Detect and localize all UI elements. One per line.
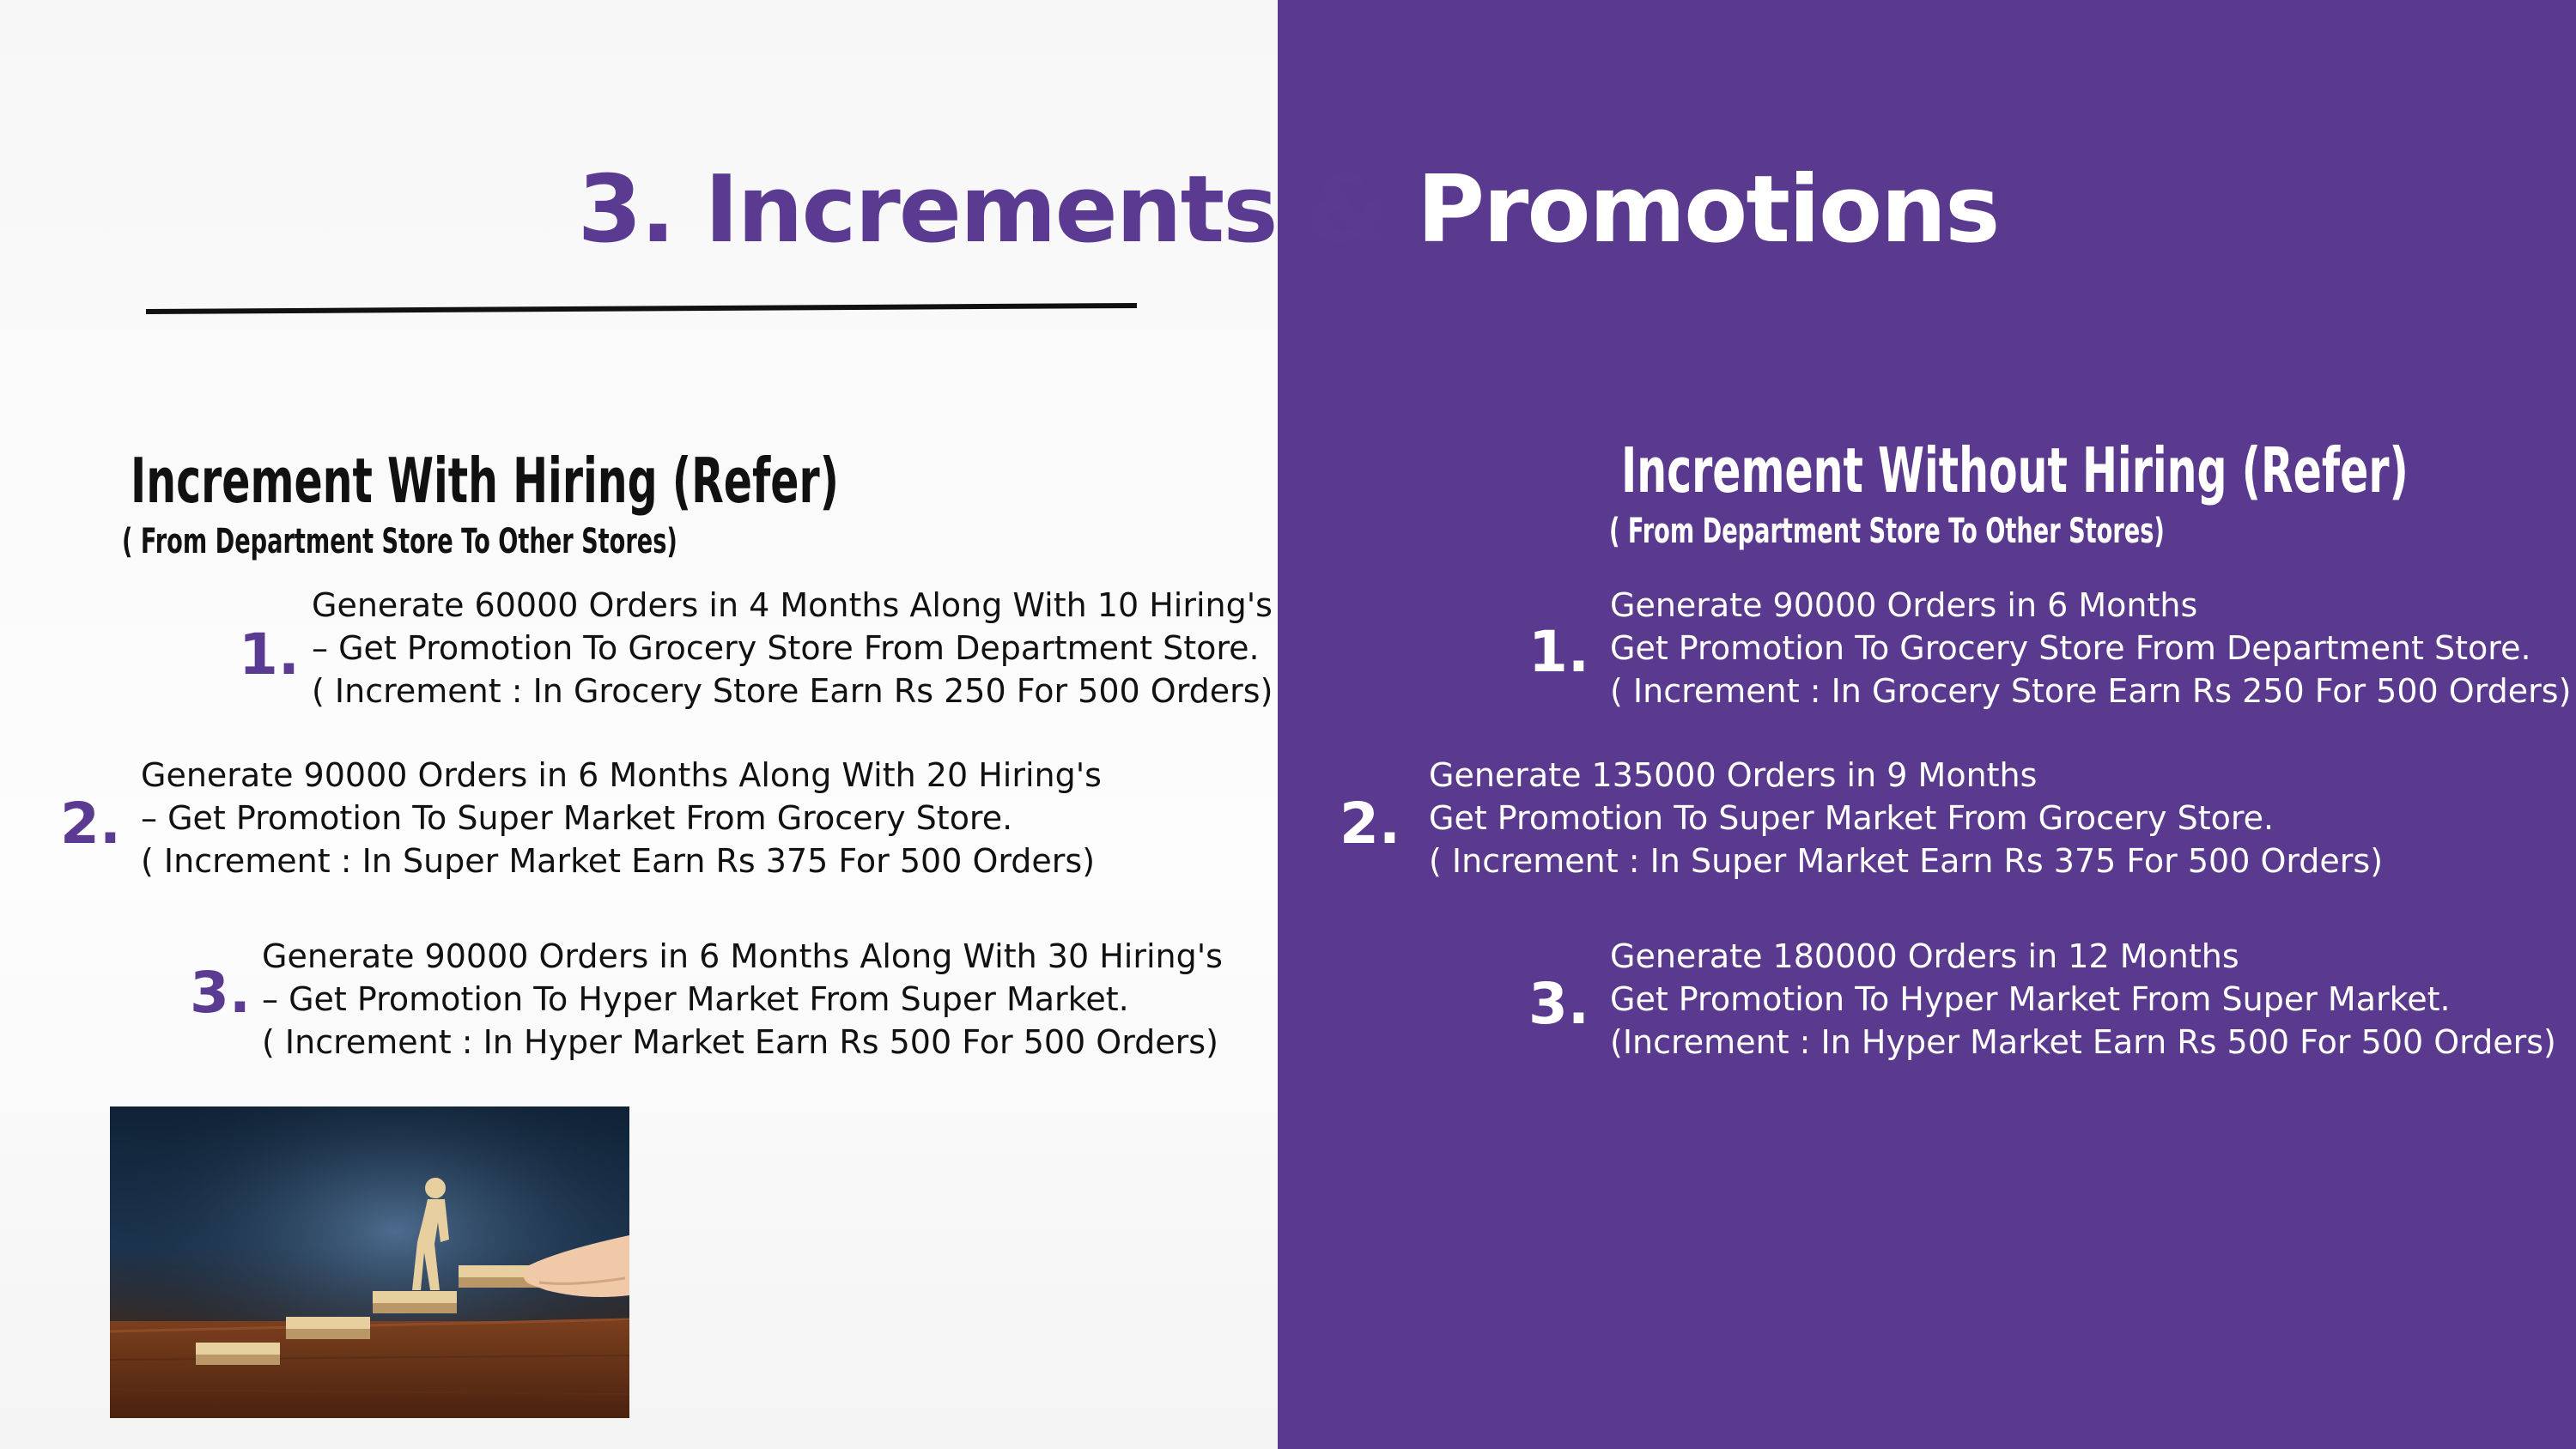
left-heading: Increment With Hiring (Refer) xyxy=(131,445,840,517)
right-heading: Increment Without Hiring (Refer) xyxy=(1621,434,2409,506)
right-item-3-line-2: Get Promotion To Hyper Market From Super… xyxy=(1610,980,2451,1018)
right-item-3-line-1: Generate 180000 Orders in 12 Months xyxy=(1610,937,2239,975)
slide-title-part2: Promotions xyxy=(1417,156,2000,264)
left-item-1-text: Generate 60000 Orders in 4 Months Along … xyxy=(312,584,1273,712)
right-item-2-text: Generate 135000 Orders in 9 Months Get P… xyxy=(1429,754,2383,882)
left-item-1-line-1: Generate 60000 Orders in 4 Months Along … xyxy=(312,586,1273,624)
left-item-3-line-1: Generate 90000 Orders in 6 Months Along … xyxy=(262,937,1223,975)
right-item-3-number: 3. xyxy=(1528,971,1589,1037)
right-item-2-line-2: Get Promotion To Super Market From Groce… xyxy=(1429,799,2275,837)
right-item-1-line-1: Generate 90000 Orders in 6 Months xyxy=(1610,586,2198,624)
slide-title: 3. Increments & Promotions xyxy=(0,155,2576,266)
left-item-3-line-2: – Get Promotion To Hyper Market From Sup… xyxy=(262,980,1129,1018)
right-item-2-line-1: Generate 135000 Orders in 9 Months xyxy=(1429,756,2038,794)
left-item-1-number: 1. xyxy=(239,621,300,688)
left-item-2-text: Generate 90000 Orders in 6 Months Along … xyxy=(141,754,1102,882)
right-item-3-line-3: (Increment : In Hyper Market Earn Rs 500… xyxy=(1610,1023,2556,1061)
right-item-1-line-2: Get Promotion To Grocery Store From Depa… xyxy=(1610,629,2531,667)
left-item-1-line-2: – Get Promotion To Grocery Store From De… xyxy=(312,629,1260,667)
left-subheading: ( From Department Store To Other Stores) xyxy=(122,522,677,561)
right-item-2-number: 2. xyxy=(1340,791,1400,857)
left-item-3-line-3: ( Increment : In Hyper Market Earn Rs 50… xyxy=(262,1023,1218,1061)
career-steps-illustration xyxy=(110,1106,629,1418)
career-steps-photo xyxy=(110,1106,629,1418)
left-item-2-line-1: Generate 90000 Orders in 6 Months Along … xyxy=(141,756,1102,794)
climbing-figure xyxy=(412,1178,449,1290)
slide-title-part1: 3. Increments & xyxy=(577,156,1388,264)
left-item-3-text: Generate 90000 Orders in 6 Months Along … xyxy=(262,935,1223,1064)
left-item-2-number: 2. xyxy=(60,791,121,857)
left-item-2-line-3: ( Increment : In Super Market Earn Rs 37… xyxy=(141,842,1096,880)
right-panel-background xyxy=(1278,0,2576,1449)
right-item-1-line-3: ( Increment : In Grocery Store Earn Rs 2… xyxy=(1610,672,2572,710)
right-item-2-line-3: ( Increment : In Super Market Earn Rs 37… xyxy=(1429,842,2384,880)
right-item-1-text: Generate 90000 Orders in 6 Months Get Pr… xyxy=(1610,584,2571,712)
right-item-3-text: Generate 180000 Orders in 12 Months Get … xyxy=(1610,935,2556,1064)
left-item-1-line-3: ( Increment : In Grocery Store Earn Rs 2… xyxy=(312,672,1273,710)
left-item-3-number: 3. xyxy=(190,960,251,1026)
right-item-1-number: 1. xyxy=(1528,619,1589,685)
left-item-2-line-2: – Get Promotion To Super Market From Gro… xyxy=(141,799,1013,837)
right-subheading: ( From Department Store To Other Stores) xyxy=(1609,512,2165,551)
